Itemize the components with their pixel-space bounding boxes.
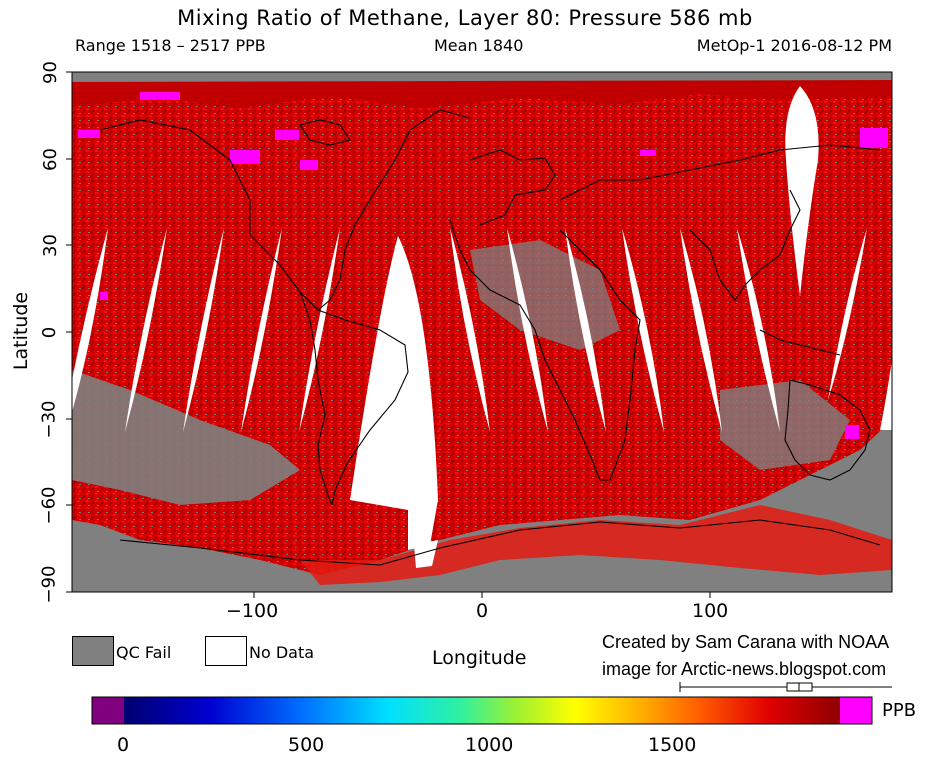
no-data-gaps [72,86,892,568]
y-tick-label: 30 [39,234,61,257]
colorbar-tick-label: 500 [288,734,325,756]
x-tick-label: 100 [692,600,729,622]
colorbar-gradient [124,697,840,724]
no-data-label: No Data [249,643,315,662]
credit-line-2: image for Arctic-news.blogspot.com [602,659,887,679]
mean-label: Mean 1840 [434,36,524,55]
x-tick-label: −100 [226,600,279,622]
qc-fail-patch-tropics [72,370,300,505]
qc-fail-swatch [72,636,114,666]
map-data-layer [72,72,892,592]
y-tick-label: −60 [38,486,60,525]
y-tick-label: −30 [38,400,60,439]
qc-fail-patch-pacific [720,380,850,470]
southern-methane-band [300,505,892,585]
y-tick-label: −90 [38,565,60,604]
no-data-swatch [205,636,247,666]
scale-bar [679,682,892,692]
qc-fail-label: QC Fail [116,643,172,662]
colorbar-tick-label: 1500 [648,734,697,756]
y-axis-label: Latitude [10,291,33,371]
colorbar-tick-label: 1000 [465,734,514,756]
y-tick-label: 90 [39,61,61,84]
colorbar-tick-label: 0 [117,734,130,756]
colorbar [92,697,872,724]
range-label: Range 1518 – 2517 PPB [75,36,266,55]
y-tick-label: 60 [39,148,61,171]
x-tick-label: 0 [476,600,489,622]
colorbar-unit-label: PPB [882,700,917,721]
arctic-methane-band [72,80,892,108]
x-axis-label: Longitude [432,647,527,669]
colorbar-frame [91,696,873,725]
satellite-date-label: MetOp-1 2016-08-12 PM [696,36,892,55]
coastlines [99,109,881,566]
peak-methane-speckles [78,92,888,439]
map-title: Mixing Ratio of Methane, Layer 80: Press… [177,6,753,30]
axis-ticks [66,71,711,598]
credit-line-1: Created by Sam Carana with NOAA [602,632,890,652]
y-tick-label: 0 [39,326,61,339]
